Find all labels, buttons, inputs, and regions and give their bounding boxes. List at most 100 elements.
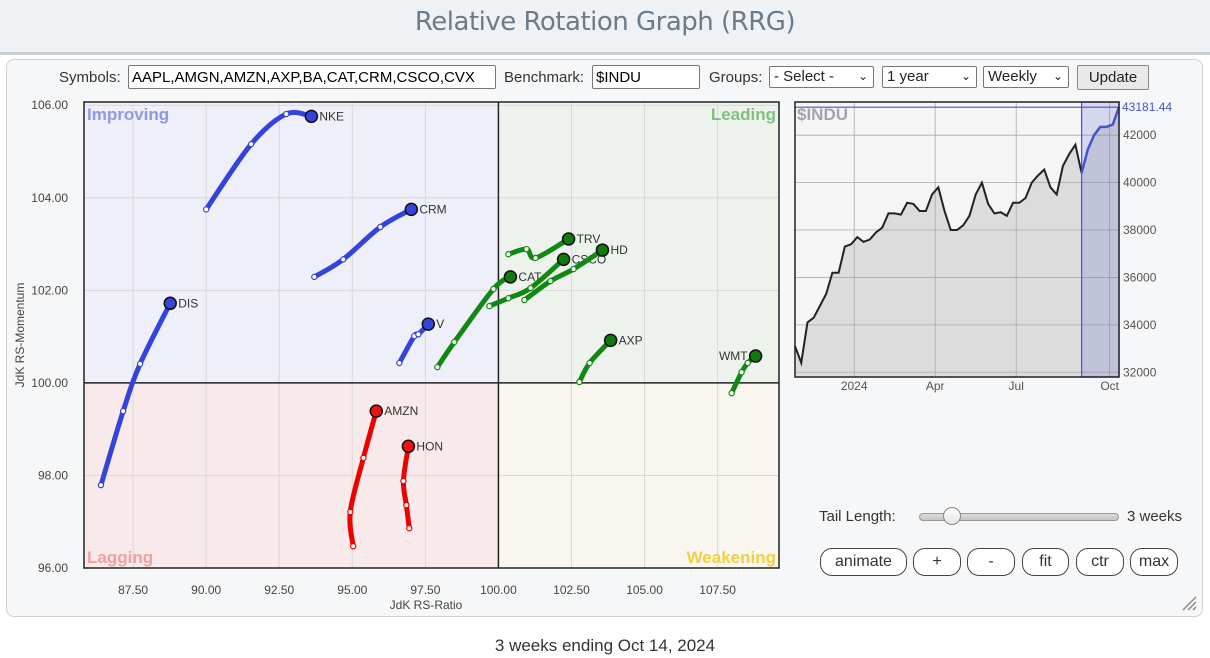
tail-hon[interactable]: HON bbox=[400, 439, 443, 532]
quadrant-improving bbox=[84, 102, 499, 383]
benchmark-y-tick-label: 36000 bbox=[1123, 270, 1157, 284]
tail-length-label: Tail Length: bbox=[819, 508, 896, 525]
groups-select[interactable]: - Select - ⌄ bbox=[769, 66, 874, 88]
max-button[interactable]: max bbox=[1130, 548, 1178, 576]
zoom-in-button[interactable]: + bbox=[913, 548, 961, 576]
tail-dis[interactable]: DIS bbox=[97, 296, 198, 489]
tail-point bbox=[340, 256, 347, 263]
groups-selected-value: - Select - bbox=[774, 68, 835, 85]
tail-point bbox=[396, 359, 403, 367]
tail-head[interactable] bbox=[603, 333, 618, 348]
y-tick-label: 106.00 bbox=[31, 98, 68, 112]
tail-amzn[interactable]: AMZN bbox=[347, 404, 419, 550]
benchmark-tail-line bbox=[1080, 106, 1121, 174]
tail-line bbox=[486, 256, 567, 309]
tail-length-value: 3 weeks bbox=[1127, 508, 1183, 525]
tail-nke[interactable]: NKE bbox=[202, 109, 345, 213]
x-axis-label: JdK RS-Ratio bbox=[390, 598, 463, 612]
center-button[interactable]: ctr bbox=[1076, 548, 1124, 576]
tail-axp[interactable]: AXP bbox=[576, 333, 643, 386]
chevron-down-icon: ⌄ bbox=[1052, 69, 1063, 83]
tail-v[interactable]: V bbox=[396, 317, 445, 367]
tail-point bbox=[377, 223, 384, 231]
tail-point bbox=[97, 481, 105, 489]
tail-cat[interactable]: CAT bbox=[434, 270, 542, 371]
period-select[interactable]: 1 year ⌄ bbox=[882, 66, 977, 88]
benchmark-plot-border bbox=[794, 101, 1120, 378]
x-tick-label: 87.50 bbox=[118, 583, 148, 597]
benchmark-x-tick-label: Apr bbox=[926, 379, 945, 393]
tail-point bbox=[532, 254, 539, 262]
tail-label: CRM bbox=[419, 202, 446, 216]
toolbar: Symbols: Benchmark: Groups: - Select - ⌄… bbox=[7, 60, 1202, 96]
tail-head[interactable] bbox=[503, 270, 518, 284]
tail-head[interactable] bbox=[561, 232, 576, 246]
tail-point bbox=[738, 369, 745, 376]
tail-wmt[interactable]: WMT bbox=[719, 349, 763, 397]
period-selected-value: 1 year bbox=[887, 68, 929, 85]
plot-border bbox=[83, 101, 780, 569]
frequency-select[interactable]: Weekly ⌄ bbox=[983, 66, 1069, 88]
tail-point bbox=[311, 273, 318, 281]
tail-point bbox=[202, 206, 210, 213]
tail-head[interactable] bbox=[748, 349, 763, 363]
tail-head[interactable] bbox=[595, 243, 610, 257]
page-title: Relative Rotation Graph (RRG) bbox=[414, 7, 796, 37]
tail-head[interactable] bbox=[304, 109, 319, 124]
tail-label: AMZN bbox=[384, 404, 418, 418]
slider-thumb[interactable] bbox=[942, 507, 961, 525]
benchmark-input[interactable] bbox=[592, 65, 700, 89]
tail-point bbox=[486, 302, 493, 310]
y-tick-label: 104.00 bbox=[31, 191, 68, 205]
x-tick-label: 92.50 bbox=[264, 583, 294, 597]
tail-line bbox=[505, 236, 572, 261]
y-tick-label: 102.00 bbox=[31, 283, 68, 297]
zoom-out-button[interactable]: - bbox=[967, 548, 1015, 576]
page-header: Relative Rotation Graph (RRG) bbox=[0, 0, 1210, 55]
tail-head[interactable] bbox=[404, 202, 419, 217]
tail-trv[interactable]: TRV bbox=[505, 232, 601, 262]
resize-handle-icon[interactable] bbox=[1180, 594, 1198, 612]
tail-hd[interactable]: HD bbox=[521, 243, 628, 304]
quadrant-label-weakening: Weakening bbox=[687, 548, 776, 567]
tail-point bbox=[451, 338, 458, 346]
tail-label: TRV bbox=[577, 232, 601, 246]
tail-head[interactable] bbox=[421, 317, 436, 331]
benchmark-y-tick-label: 34000 bbox=[1123, 318, 1157, 332]
benchmark-y-tick-label: 40000 bbox=[1123, 176, 1157, 190]
quadrant-label-lagging: Lagging bbox=[87, 548, 153, 567]
frequency-selected-value: Weekly bbox=[988, 68, 1037, 85]
tail-label: WMT bbox=[719, 349, 748, 363]
tail-head[interactable] bbox=[163, 296, 177, 311]
tail-point bbox=[283, 110, 290, 118]
tail-line bbox=[434, 274, 513, 370]
symbols-input[interactable] bbox=[128, 65, 496, 89]
x-tick-label: 105.00 bbox=[626, 583, 663, 597]
x-tick-label: 90.00 bbox=[191, 583, 221, 597]
tail-point bbox=[360, 454, 367, 462]
tail-label: HON bbox=[416, 439, 443, 453]
chevron-down-icon: ⌄ bbox=[857, 69, 868, 83]
animate-button[interactable]: animate bbox=[820, 548, 907, 576]
tail-point bbox=[521, 296, 528, 304]
quadrant-label-leading: Leading bbox=[711, 105, 776, 124]
benchmark-chart: 32000 34000 36000 38000 40000 42000 2024 Apr Jul… bbox=[794, 100, 1172, 393]
tail-head[interactable] bbox=[401, 439, 416, 454]
update-button[interactable]: Update bbox=[1077, 65, 1149, 90]
tail-point bbox=[744, 359, 751, 367]
benchmark-x-tick-label: 2024 bbox=[841, 379, 868, 393]
tail-label: V bbox=[436, 317, 444, 331]
tail-point bbox=[347, 508, 354, 516]
tail-head[interactable] bbox=[556, 252, 571, 267]
fit-button[interactable]: fit bbox=[1022, 548, 1069, 576]
tail-line bbox=[400, 443, 412, 531]
tail-label: DIS bbox=[178, 296, 198, 310]
tail-crm[interactable]: CRM bbox=[311, 202, 447, 281]
symbols-label: Symbols: bbox=[59, 69, 121, 86]
tail-point bbox=[527, 284, 534, 292]
y-tick-label: 100.00 bbox=[31, 376, 68, 390]
benchmark-area bbox=[795, 107, 1119, 377]
tail-head[interactable] bbox=[369, 404, 384, 418]
benchmark-x-tick-label: Jul bbox=[1009, 379, 1024, 393]
tail-length-slider[interactable] bbox=[919, 507, 1119, 525]
